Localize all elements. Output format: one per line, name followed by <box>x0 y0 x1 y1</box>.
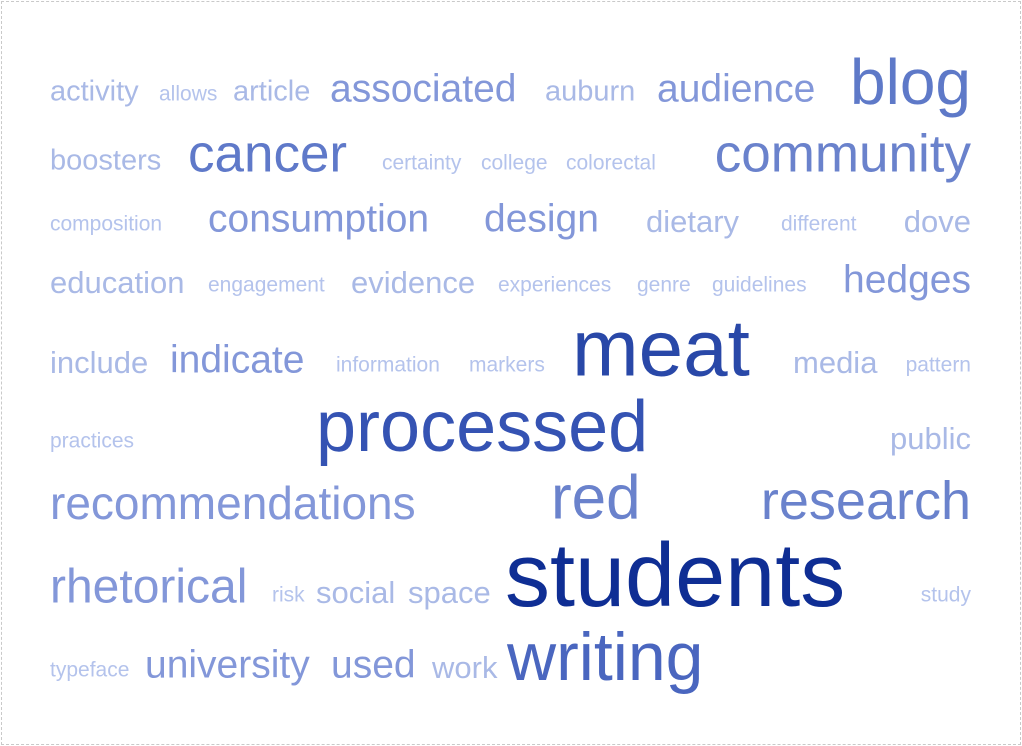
word-students: students <box>505 525 846 626</box>
word-study: study <box>920 583 971 607</box>
word-risk: risk <box>272 583 305 607</box>
word-certainty: certainty <box>382 151 462 175</box>
word-engagement: engagement <box>208 273 325 297</box>
word-associated: associated <box>330 67 517 111</box>
word-audience: audience <box>657 67 816 111</box>
word-allows: allows <box>159 82 218 106</box>
word-recommendations: recommendations <box>50 477 416 530</box>
word-media: media <box>793 344 878 380</box>
word-indicate: indicate <box>170 338 305 382</box>
word-writing: writing <box>507 618 704 695</box>
word-guidelines: guidelines <box>712 273 807 297</box>
word-article: article <box>233 75 311 108</box>
word-space: space <box>408 574 491 610</box>
word-rhetorical: rhetorical <box>50 560 248 614</box>
word-typeface: typeface <box>50 658 130 682</box>
word-university: university <box>145 643 310 687</box>
word-college: college <box>481 151 548 175</box>
word-research: research <box>760 470 971 531</box>
word-meat: meat <box>572 303 750 393</box>
word-experiences: experiences <box>498 273 612 297</box>
word-composition: composition <box>50 212 163 236</box>
word-work: work <box>432 649 498 685</box>
word-community: community <box>714 124 971 184</box>
word-processed: processed <box>316 386 649 467</box>
word-dietary: dietary <box>646 203 740 239</box>
word-auburn: auburn <box>545 75 636 108</box>
word-education: education <box>50 264 185 300</box>
word-hedges: hedges <box>843 258 971 302</box>
word-activity: activity <box>50 75 139 108</box>
word-consumption: consumption <box>208 197 430 241</box>
word-information: information <box>336 353 440 377</box>
word-red: red <box>551 463 641 533</box>
word-cancer: cancer <box>188 124 348 184</box>
word-markers: markers <box>469 353 545 377</box>
word-include: include <box>50 344 149 380</box>
word-blog: blog <box>850 46 971 119</box>
word-social: social <box>316 574 396 610</box>
word-genre: genre <box>637 273 691 297</box>
word-pattern: pattern <box>905 353 971 377</box>
word-different: different <box>781 212 857 236</box>
word-colorectal: colorectal <box>566 151 656 175</box>
word-used: used <box>331 643 416 687</box>
word-public: public <box>890 420 971 456</box>
word-design: design <box>484 197 599 241</box>
word-boosters: boosters <box>50 144 162 177</box>
word-dove: dove <box>903 203 971 239</box>
word-practices: practices <box>50 429 135 453</box>
word-evidence: evidence <box>351 264 476 300</box>
